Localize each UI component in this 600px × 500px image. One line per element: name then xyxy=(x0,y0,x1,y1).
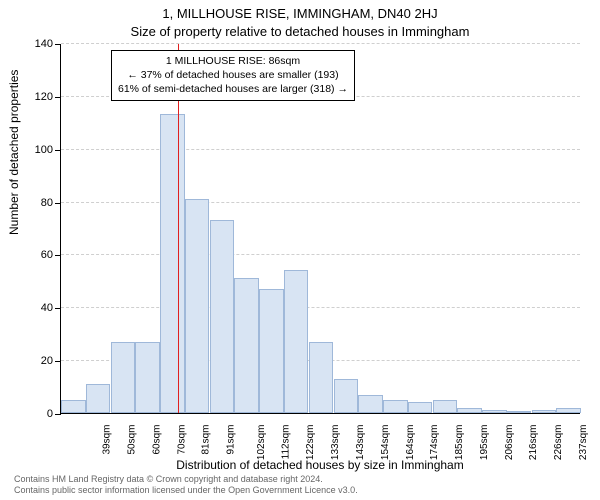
histogram-bar xyxy=(185,199,209,413)
y-tick-label: 80 xyxy=(21,197,53,209)
y-tick xyxy=(55,97,61,98)
x-axis-label: Distribution of detached houses by size … xyxy=(60,458,580,472)
x-tick-label: 39sqm xyxy=(102,425,113,455)
annotation-line1: 1 MILLHOUSE RISE: 86sqm xyxy=(118,54,348,68)
histogram-bar xyxy=(358,395,382,414)
y-tick-label: 100 xyxy=(21,144,53,156)
x-tick-label: 143sqm xyxy=(355,425,366,461)
y-tick-label: 0 xyxy=(21,408,53,420)
y-tick-label: 140 xyxy=(21,38,53,50)
y-tick-label: 20 xyxy=(21,355,53,367)
x-tick-label: 154sqm xyxy=(380,425,391,461)
histogram-bar xyxy=(284,270,308,413)
x-tick-label: 226sqm xyxy=(553,425,564,461)
histogram-bar xyxy=(210,220,234,413)
histogram-bar xyxy=(532,410,556,413)
annotation-line2: ← 37% of detached houses are smaller (19… xyxy=(118,68,348,82)
y-tick xyxy=(55,255,61,256)
y-tick-label: 120 xyxy=(21,91,53,103)
histogram-bar xyxy=(86,384,110,413)
histogram-bar xyxy=(457,408,481,413)
title-address: 1, MILLHOUSE RISE, IMMINGHAM, DN40 2HJ xyxy=(0,6,600,21)
histogram-bar xyxy=(433,400,457,413)
gridline xyxy=(61,307,580,308)
x-tick-label: 122sqm xyxy=(306,425,317,461)
footer-line1: Contains HM Land Registry data © Crown c… xyxy=(14,474,358,485)
y-tick xyxy=(55,361,61,362)
title-subtitle: Size of property relative to detached ho… xyxy=(0,24,600,39)
histogram-bar xyxy=(309,342,333,413)
x-tick-label: 60sqm xyxy=(151,425,162,455)
histogram-bar xyxy=(334,379,358,413)
y-tick xyxy=(55,308,61,309)
y-tick xyxy=(55,414,61,415)
x-tick-label: 216sqm xyxy=(528,425,539,461)
y-tick-label: 60 xyxy=(21,249,53,261)
histogram-bar xyxy=(507,411,531,413)
annotation-line3: 61% of semi-detached houses are larger (… xyxy=(118,82,348,96)
histogram-bar xyxy=(135,342,159,413)
gridline xyxy=(61,43,580,44)
x-tick-label: 133sqm xyxy=(330,425,341,461)
gridline xyxy=(61,149,580,150)
x-tick-label: 112sqm xyxy=(280,425,291,460)
histogram-bar xyxy=(556,408,580,413)
footer-line2: Contains public sector information licen… xyxy=(14,485,358,496)
x-tick-label: 70sqm xyxy=(176,425,187,455)
histogram-plot: 02040608010012014039sqm50sqm60sqm70sqm81… xyxy=(60,44,580,414)
y-tick xyxy=(55,150,61,151)
histogram-bar xyxy=(61,400,85,413)
histogram-bar xyxy=(234,278,258,413)
histogram-bar xyxy=(160,114,184,413)
x-tick-label: 81sqm xyxy=(201,425,212,455)
x-tick-label: 164sqm xyxy=(405,425,416,461)
footer-attribution: Contains HM Land Registry data © Crown c… xyxy=(14,474,358,497)
y-tick-label: 40 xyxy=(21,302,53,314)
x-tick-label: 185sqm xyxy=(454,425,465,461)
annotation-box: 1 MILLHOUSE RISE: 86sqm← 37% of detached… xyxy=(111,50,355,101)
histogram-bar xyxy=(383,400,407,413)
histogram-bar xyxy=(111,342,135,413)
y-axis-label: Number of detached properties xyxy=(8,44,20,414)
histogram-bar xyxy=(259,289,283,413)
y-tick xyxy=(55,44,61,45)
y-tick xyxy=(55,203,61,204)
x-tick-label: 237sqm xyxy=(578,425,589,461)
x-tick-label: 174sqm xyxy=(429,425,440,461)
x-tick-label: 50sqm xyxy=(127,425,138,455)
histogram-bar xyxy=(408,402,432,413)
x-tick-label: 91sqm xyxy=(226,425,237,455)
x-tick-label: 102sqm xyxy=(256,425,267,461)
gridline xyxy=(61,254,580,255)
x-tick-label: 206sqm xyxy=(504,425,515,461)
gridline xyxy=(61,202,580,203)
x-tick-label: 195sqm xyxy=(479,425,490,461)
histogram-bar xyxy=(482,410,506,413)
